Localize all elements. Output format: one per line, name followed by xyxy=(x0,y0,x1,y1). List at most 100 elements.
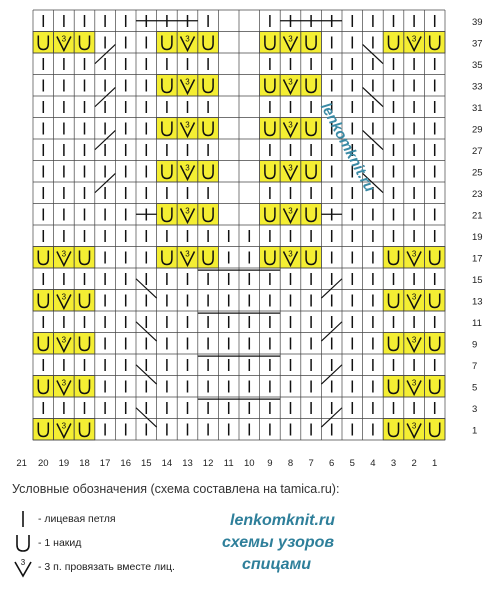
shift-line xyxy=(320,364,343,385)
row-number: 15 xyxy=(472,275,483,286)
column-number: 12 xyxy=(203,458,214,469)
column-number: 17 xyxy=(100,458,111,469)
yarn-over-mark xyxy=(37,35,50,51)
k3tog-number: 3 xyxy=(412,293,417,302)
k3tog-number: 3 xyxy=(62,250,67,259)
shift-line xyxy=(135,364,158,385)
yarn-over-mark xyxy=(264,250,276,266)
yarn-over-icon xyxy=(16,535,30,552)
yarn-over-mark xyxy=(305,250,317,266)
column-number: 4 xyxy=(370,458,375,469)
k3tog-mark xyxy=(179,165,196,182)
yarn-over-mark xyxy=(202,78,214,94)
yarn-over-mark xyxy=(37,250,50,266)
yarn-over-mark xyxy=(428,336,441,352)
k3tog-number: 3 xyxy=(288,35,293,44)
yarn-over-mark xyxy=(264,207,276,223)
shift-line xyxy=(362,129,384,151)
shift-line xyxy=(320,407,343,428)
k3tog-number: 3 xyxy=(412,336,417,345)
yarn-over-mark xyxy=(37,336,50,352)
yarn-over-mark xyxy=(78,250,91,266)
k3tog-mark xyxy=(56,337,72,354)
k3tog-mark xyxy=(406,380,422,397)
yarn-over-mark xyxy=(264,121,276,137)
yarn-over-mark xyxy=(78,422,91,438)
k3tog-number: 3 xyxy=(185,207,190,216)
k3tog-number: 3 xyxy=(412,250,417,259)
column-number: 15 xyxy=(141,458,152,469)
yarn-over-mark xyxy=(387,422,400,438)
k3tog-mark xyxy=(56,380,72,397)
column-number: 14 xyxy=(162,458,173,469)
k3tog-mark xyxy=(56,36,72,53)
k3tog-number: 3 xyxy=(412,35,417,44)
yarn-over-mark xyxy=(202,164,214,180)
shift-line xyxy=(135,407,158,428)
k3tog-number: 3 xyxy=(62,293,67,302)
yarn-over-mark xyxy=(264,78,276,94)
row-number: 13 xyxy=(472,297,483,308)
column-number: 8 xyxy=(288,458,293,469)
yarn-over-mark xyxy=(428,35,441,51)
k3tog-number: 3 xyxy=(185,164,190,173)
knit-3-together-icon: 3 xyxy=(14,558,32,578)
shift-line xyxy=(135,278,158,299)
yarn-over-mark xyxy=(37,379,50,395)
k3tog-number: 3 xyxy=(288,78,293,87)
row-number: 31 xyxy=(472,103,483,114)
row-number: 23 xyxy=(472,189,483,200)
yarn-over-mark xyxy=(202,121,214,137)
yarn-over-mark xyxy=(161,164,173,180)
svg-text:3: 3 xyxy=(21,558,26,567)
yarn-over-mark xyxy=(161,35,173,51)
yarn-over-mark xyxy=(202,207,214,223)
yarn-over-mark xyxy=(428,379,441,395)
shift-line xyxy=(135,321,158,342)
yarn-over-mark xyxy=(161,78,173,94)
k3tog-number: 3 xyxy=(185,250,190,259)
k3tog-number: 3 xyxy=(288,164,293,173)
yarn-over-mark xyxy=(428,293,441,309)
shift-line xyxy=(362,43,384,65)
yarn-over-mark xyxy=(305,207,317,223)
yarn-over-mark xyxy=(264,164,276,180)
row-number: 11 xyxy=(472,318,482,329)
brand-line2: схемы узоров xyxy=(222,534,335,551)
column-number: 7 xyxy=(308,458,313,469)
yarn-over-mark xyxy=(428,422,441,438)
column-number: 18 xyxy=(79,458,90,469)
k3tog-mark xyxy=(282,165,299,182)
row-number: 1 xyxy=(472,426,477,437)
knitting-chart: 3 3 3 33 33 33 33 33 3 3 33 33 33 33 3 393735333129272… xyxy=(16,9,483,469)
column-number: 9 xyxy=(267,458,272,469)
row-number: 27 xyxy=(472,146,483,157)
row-number: 7 xyxy=(472,361,477,372)
row-number: 29 xyxy=(472,125,483,136)
brand-site: lenkomknit.ru xyxy=(230,512,335,529)
yarn-over-mark xyxy=(305,35,317,51)
row-number: 17 xyxy=(472,254,483,265)
row-number: 35 xyxy=(472,60,483,71)
shift-line xyxy=(320,321,343,342)
legend-caption: Условные обозначения (схема составлена н… xyxy=(12,482,340,496)
yarn-over-mark xyxy=(37,293,50,309)
yarn-over-mark xyxy=(202,35,214,51)
k3tog-mark xyxy=(179,36,196,53)
yarn-over-mark xyxy=(305,78,317,94)
k3tog-number: 3 xyxy=(288,207,293,216)
row-number: 5 xyxy=(472,383,477,394)
row-number: 3 xyxy=(472,404,477,415)
k3tog-mark xyxy=(179,79,196,96)
row-number: 9 xyxy=(472,340,477,351)
shift-line xyxy=(94,43,116,65)
column-number: 3 xyxy=(391,458,396,469)
row-number: 25 xyxy=(472,168,483,179)
shift-line xyxy=(320,278,343,299)
k3tog-number: 3 xyxy=(288,250,293,259)
k3tog-number: 3 xyxy=(288,121,293,130)
k3tog-mark xyxy=(406,251,422,268)
k3tog-number: 3 xyxy=(185,35,190,44)
legend-label-knit: - лицевая петля xyxy=(38,513,116,525)
k3tog-mark xyxy=(56,251,72,268)
